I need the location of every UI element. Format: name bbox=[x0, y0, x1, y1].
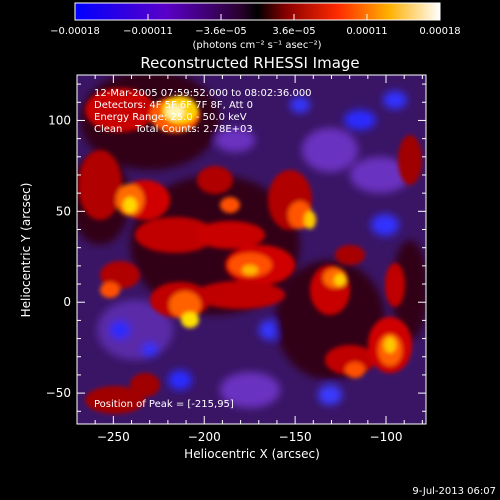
colorbar-tick-label: −0.00011 bbox=[123, 26, 173, 37]
x-tick-label: −250 bbox=[97, 430, 130, 444]
colorbar-ticks bbox=[74, 14, 441, 20]
x-axis-label: Heliocentric X (arcsec) bbox=[184, 447, 320, 461]
colorbar-tick-label: 0.00011 bbox=[346, 26, 387, 37]
y-axis-label: Heliocentric Y (arcsec) bbox=[19, 183, 33, 318]
image-hot-regions bbox=[78, 88, 422, 414]
colorbar: −0.00018 −0.00011 −3.6e−05 3.6e−05 0.00011 0.… bbox=[50, 2, 461, 51]
y-tick-label: 100 bbox=[48, 113, 71, 127]
colorbar-tick-label: −3.6e−05 bbox=[195, 26, 247, 37]
footer-date: 9-Jul-2013 06:07 bbox=[412, 486, 496, 497]
y-tick-label: −50 bbox=[46, 386, 71, 400]
colorbar-tick-label: 3.6e−05 bbox=[272, 26, 315, 37]
colorbar-tick-labels: −0.00018 −0.00011 −3.6e−05 3.6e−05 0.00011 0.… bbox=[50, 26, 461, 37]
colorbar-tick-label: −0.00018 bbox=[50, 26, 100, 37]
x-tick-label: −100 bbox=[370, 430, 403, 444]
x-tick-label: −150 bbox=[279, 430, 312, 444]
y-tick-label: 50 bbox=[56, 204, 71, 218]
x-axis-tick-labels: −250 −200 −150 −100 bbox=[97, 430, 403, 444]
info-detectors: Detectors: 4F 5F 6F 7F 8F, Att 0 bbox=[94, 100, 253, 111]
info-energy-range: Energy Range: 25.0 - 50.0 keV bbox=[94, 112, 247, 123]
y-axis-tick-labels: −50 0 50 100 bbox=[46, 113, 71, 400]
info-time-range: 12-Mar-2005 07:59:52.000 to 08:02:36.000 bbox=[94, 88, 312, 99]
plot-frame bbox=[76, 74, 427, 425]
peak-position-label: Position of Peak = [-215,95] bbox=[94, 399, 234, 410]
y-tick-label: 0 bbox=[63, 295, 71, 309]
colorbar-units-label: (photons cm⁻² s⁻¹ asec⁻²) bbox=[192, 40, 321, 51]
info-clean-counts: Clean Total Counts: 2.78E+03 bbox=[94, 124, 253, 135]
y-axis-ticks bbox=[77, 83, 426, 412]
observation-info: 12-Mar-2005 07:59:52.000 to 08:02:36.000… bbox=[94, 88, 312, 135]
solar-image bbox=[77, 75, 426, 424]
plot-title: Reconstructed RHESSI Image bbox=[140, 54, 359, 72]
x-axis-ticks bbox=[94, 75, 423, 424]
x-tick-label: −200 bbox=[188, 430, 221, 444]
colorbar-gradient bbox=[74, 2, 441, 21]
colorbar-tick-label: 0.00018 bbox=[419, 26, 460, 37]
